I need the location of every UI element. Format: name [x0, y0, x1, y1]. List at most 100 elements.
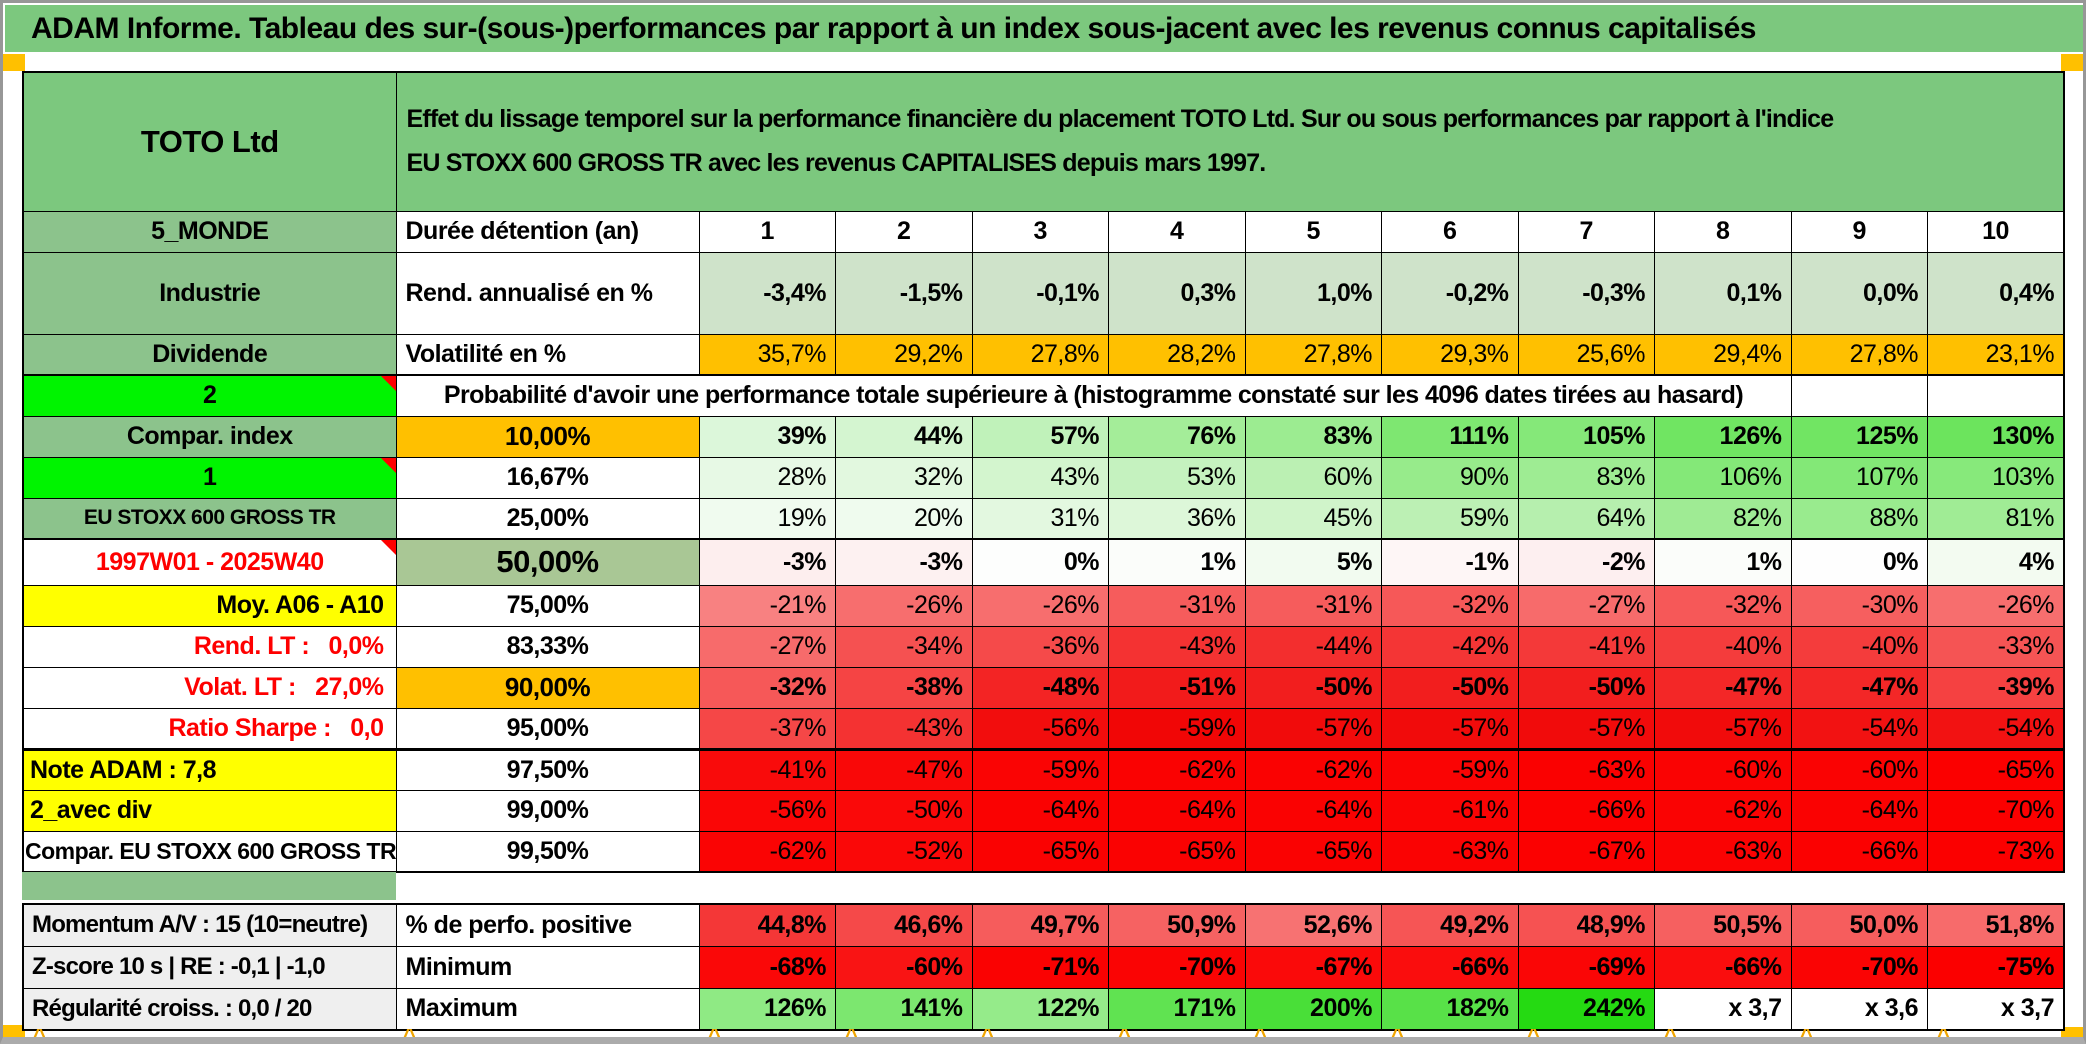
value-cell[interactable]: 1 [698, 210, 836, 253]
value-cell[interactable]: 9 [1790, 210, 1928, 253]
value-cell[interactable]: 28,2% [1108, 333, 1246, 376]
value-cell[interactable]: -34% [835, 625, 973, 668]
value-cell[interactable]: -50% [1244, 666, 1382, 709]
value-cell[interactable]: -47% [835, 747, 973, 791]
value-cell[interactable]: -66% [1517, 789, 1655, 832]
value-cell[interactable]: 32% [835, 456, 973, 499]
metric-cell[interactable]: Rend. annualisé en % [395, 251, 700, 335]
row-label-cell[interactable]: 5_MONDE [22, 210, 397, 253]
value-cell[interactable]: 59% [1381, 497, 1519, 540]
value-cell[interactable]: -57% [1381, 707, 1519, 750]
value-cell[interactable]: 5% [1244, 538, 1382, 586]
row-label-cell[interactable]: Moy. A06 - A10 [22, 584, 397, 627]
value-cell[interactable]: 25,6% [1517, 333, 1655, 376]
metric-cell[interactable]: 95,00% [395, 707, 700, 750]
row-label-cell[interactable]: Industrie [22, 251, 397, 335]
value-cell[interactable]: 81% [1927, 497, 2065, 540]
sheet-title[interactable]: ADAM Informe. Tableau des sur-(sous-)per… [5, 5, 2083, 52]
value-cell[interactable]: 48,9% [1517, 903, 1655, 947]
value-cell[interactable]: -47% [1790, 666, 1928, 709]
value-cell[interactable]: -3% [835, 538, 973, 586]
value-cell[interactable]: -62% [1654, 789, 1792, 832]
value-cell[interactable]: 45% [1244, 497, 1382, 540]
value-cell[interactable]: -52% [835, 830, 973, 873]
value-cell[interactable]: -65% [1108, 830, 1246, 873]
value-cell[interactable]: -3,4% [698, 251, 836, 335]
row-label-cell[interactable]: Dividende [22, 333, 397, 376]
metric-cell[interactable]: Durée détention (an) [395, 210, 700, 253]
value-cell[interactable]: 28% [698, 456, 836, 499]
value-cell[interactable]: -69% [1517, 945, 1655, 989]
value-cell[interactable]: 10 [1927, 210, 2065, 253]
value-cell[interactable]: x 3,7 [1927, 987, 2065, 1031]
row-label-cell[interactable]: Compar. index [22, 415, 397, 458]
value-cell[interactable]: -1% [1381, 538, 1519, 586]
value-cell[interactable]: -70% [1927, 789, 2065, 832]
value-cell[interactable]: -71% [971, 945, 1109, 989]
value-cell[interactable]: -57% [1244, 707, 1382, 750]
value-cell[interactable]: 7 [1517, 210, 1655, 253]
value-cell[interactable]: 106% [1654, 456, 1792, 499]
row-label-cell[interactable]: 1997W01 - 2025W40 [22, 538, 397, 586]
value-cell[interactable]: -62% [1244, 747, 1382, 791]
value-cell[interactable]: -67% [1517, 830, 1655, 873]
value-cell[interactable]: -57% [1517, 707, 1655, 750]
value-cell[interactable]: -26% [1927, 584, 2065, 627]
value-cell[interactable]: -2% [1517, 538, 1655, 586]
value-cell[interactable]: 83% [1244, 415, 1382, 458]
value-cell[interactable]: -31% [1108, 584, 1246, 627]
row-label-cell[interactable]: Compar. EU STOXX 600 GROSS TR [22, 830, 397, 873]
value-cell[interactable]: 88% [1790, 497, 1928, 540]
value-cell[interactable]: -50% [1381, 666, 1519, 709]
value-cell[interactable]: 29,3% [1381, 333, 1519, 376]
value-cell[interactable]: 29,4% [1654, 333, 1792, 376]
value-cell[interactable]: -27% [698, 625, 836, 668]
value-cell[interactable]: 1% [1654, 538, 1792, 586]
value-cell[interactable]: -73% [1927, 830, 2065, 873]
value-cell[interactable]: -59% [1108, 707, 1246, 750]
row-label-cell[interactable]: Rend. LT : 0,0% [22, 625, 397, 668]
value-cell[interactable]: -62% [698, 830, 836, 873]
value-cell[interactable]: 50,9% [1108, 903, 1246, 947]
value-cell[interactable]: -41% [698, 747, 836, 791]
row-label-cell[interactable]: EU STOXX 600 GROSS TR [22, 497, 397, 540]
value-cell[interactable]: -65% [971, 830, 1109, 873]
value-cell[interactable]: -57% [1654, 707, 1792, 750]
value-cell[interactable]: 200% [1244, 987, 1382, 1031]
value-cell[interactable]: 20% [835, 497, 973, 540]
value-cell[interactable]: 90% [1381, 456, 1519, 499]
value-cell[interactable]: 27,8% [1244, 333, 1382, 376]
value-cell[interactable]: -40% [1654, 625, 1792, 668]
metric-cell[interactable]: Minimum [395, 945, 700, 989]
value-cell[interactable]: -21% [698, 584, 836, 627]
value-cell[interactable]: 43% [971, 456, 1109, 499]
metric-cell[interactable]: 99,00% [395, 789, 700, 832]
metric-cell[interactable]: Maximum [395, 987, 700, 1031]
value-cell[interactable]: -54% [1927, 707, 2065, 750]
value-cell[interactable]: 2 [835, 210, 973, 253]
value-cell[interactable]: 52,6% [1244, 903, 1382, 947]
value-cell[interactable]: 141% [835, 987, 973, 1031]
value-cell[interactable]: -65% [1244, 830, 1382, 873]
value-cell[interactable]: 44% [835, 415, 973, 458]
value-cell[interactable]: -37% [698, 707, 836, 750]
value-cell[interactable]: 6 [1381, 210, 1519, 253]
metric-cell[interactable]: 25,00% [395, 497, 700, 540]
value-cell[interactable]: 0,0% [1790, 251, 1928, 335]
value-cell[interactable]: -30% [1790, 584, 1928, 627]
value-cell[interactable]: -61% [1381, 789, 1519, 832]
value-cell[interactable]: -36% [971, 625, 1109, 668]
value-cell[interactable]: -32% [1654, 584, 1792, 627]
value-cell[interactable]: -60% [1654, 747, 1792, 791]
value-cell[interactable]: -75% [1927, 945, 2065, 989]
value-cell[interactable]: -54% [1790, 707, 1928, 750]
value-cell[interactable]: 0% [971, 538, 1109, 586]
value-cell[interactable]: -56% [698, 789, 836, 832]
value-cell[interactable]: -66% [1381, 945, 1519, 989]
value-cell[interactable]: 0% [1790, 538, 1928, 586]
value-cell[interactable]: 39% [698, 415, 836, 458]
value-cell[interactable]: x 3,7 [1654, 987, 1792, 1031]
value-cell[interactable]: 50,5% [1654, 903, 1792, 947]
metric-cell[interactable]: 99,50% [395, 830, 700, 873]
value-cell[interactable]: -50% [835, 789, 973, 832]
